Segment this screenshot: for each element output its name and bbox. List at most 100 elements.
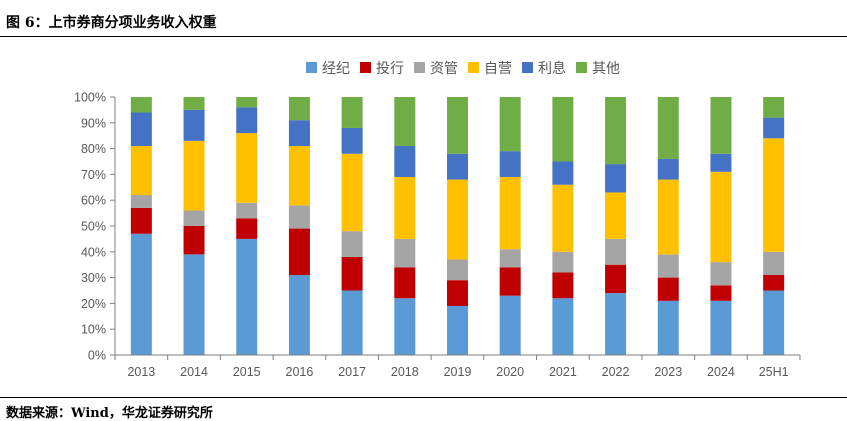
- bar-segment: [499, 97, 521, 152]
- figure-title: 图 6：上市券商分项业务收入权重: [6, 15, 217, 31]
- bar-segment: [288, 120, 310, 147]
- bar-segment: [552, 298, 574, 355]
- bar-segment: [183, 254, 205, 355]
- bar-segment: [447, 259, 468, 281]
- legend-label: 利息: [538, 60, 566, 77]
- y-tick-label: 100%: [74, 91, 106, 105]
- bar-segment: [499, 151, 521, 177]
- x-tick-label: 2023: [654, 365, 682, 379]
- y-tick-label: 50%: [81, 220, 106, 234]
- bar-segment: [130, 97, 152, 113]
- bar-segment: [447, 97, 468, 154]
- y-tick-label: 0%: [88, 349, 106, 363]
- top-rule: [0, 36, 847, 37]
- bar-segment: [447, 305, 468, 355]
- legend-swatch: [468, 62, 479, 73]
- bar-segment: [288, 146, 310, 206]
- bar-segment: [763, 275, 785, 291]
- legend-label: 资管: [430, 61, 458, 77]
- legend-swatch: [360, 62, 371, 73]
- bar-segment: [552, 161, 574, 185]
- bar-segment: [341, 97, 363, 128]
- bar-segment: [763, 117, 785, 139]
- bar-segment: [130, 195, 152, 208]
- x-tick-label: 2022: [602, 365, 630, 379]
- bar-segment: [130, 233, 152, 355]
- bar-segment: [605, 264, 627, 294]
- bar-segment: [710, 300, 732, 355]
- x-tick-label: 25H1: [759, 365, 789, 379]
- bar-segment: [183, 109, 205, 141]
- legend-label: 其他: [592, 61, 620, 77]
- bar-segment: [236, 202, 258, 219]
- bar-segment: [236, 133, 258, 203]
- bar-segment: [394, 267, 416, 299]
- bar-segment: [657, 254, 679, 278]
- bar-segment: [394, 238, 416, 268]
- bar-segment: [657, 277, 679, 301]
- bar-segment: [605, 164, 627, 193]
- bar-segment: [605, 97, 627, 165]
- bar-segment: [236, 238, 258, 355]
- bar-segment: [763, 138, 785, 252]
- bar-segment: [341, 256, 363, 291]
- bar-segment: [288, 97, 310, 121]
- bar-segment: [447, 179, 468, 260]
- source-note: 数据来源：Wind，华龙证券研究所: [6, 406, 213, 421]
- x-tick-label: 2024: [707, 365, 735, 379]
- legend-swatch: [576, 62, 587, 73]
- bar-segment: [499, 295, 521, 355]
- bar-segment: [394, 97, 416, 147]
- bar-segment: [605, 192, 627, 239]
- y-tick-label: 80%: [81, 142, 106, 156]
- x-axis: 2013 2014 2015 2016 2017 2018 2019 2020 2021 2022…: [114, 354, 801, 379]
- stacked-bar-chart: 经纪 投行 资管 自营 利息 其他 0% 10% 20% 30% 40% 50% 60% 70% 80% 9…: [74, 60, 801, 379]
- bar-segment: [657, 300, 679, 355]
- bars: [130, 97, 785, 355]
- bar-segment: [341, 231, 363, 257]
- bar-segment: [710, 153, 732, 172]
- bar-segment: [288, 228, 310, 276]
- bar-segment: [394, 298, 416, 355]
- bar-segment: [710, 171, 732, 263]
- bar-segment: [183, 226, 205, 255]
- bar-segment: [657, 179, 679, 255]
- bar-segment: [183, 97, 205, 110]
- y-tick-label: 90%: [81, 116, 106, 130]
- x-tick-label: 2021: [549, 365, 577, 379]
- bar-segment: [130, 146, 152, 196]
- y-tick-label: 60%: [81, 194, 106, 208]
- legend-label: 经纪: [322, 61, 350, 77]
- bar-segment: [130, 207, 152, 234]
- legend-swatch: [306, 62, 317, 73]
- x-tick-label: 2014: [180, 365, 208, 379]
- bar-segment: [499, 267, 521, 296]
- x-tick-label: 2017: [338, 365, 366, 379]
- bar-segment: [288, 205, 310, 229]
- bar-segment: [183, 140, 205, 211]
- bar-segment: [447, 153, 468, 180]
- bar-segment: [183, 210, 205, 226]
- bar-segment: [657, 158, 679, 180]
- bar-segment: [447, 280, 468, 306]
- bar-segment: [605, 238, 627, 265]
- bar-segment: [710, 262, 732, 286]
- bar-segment: [394, 146, 416, 177]
- bar-segment: [552, 272, 574, 299]
- bar-segment: [236, 97, 258, 108]
- legend-swatch: [414, 62, 425, 73]
- x-tick-label: 2020: [496, 365, 524, 379]
- legend-label: 自营: [484, 61, 512, 77]
- bar-segment: [341, 290, 363, 355]
- bar-segment: [710, 285, 732, 301]
- legend: 经纪 投行 资管 自营 利息 其他: [306, 60, 620, 77]
- x-tick-label: 2019: [444, 365, 472, 379]
- bar-segment: [236, 107, 258, 134]
- bar-segment: [763, 290, 785, 355]
- legend-swatch: [522, 62, 533, 73]
- bar-segment: [236, 218, 258, 239]
- bar-segment: [605, 293, 627, 355]
- x-tick-label: 2013: [127, 365, 155, 379]
- x-tick-label: 2018: [391, 365, 419, 379]
- bar-segment: [552, 184, 574, 252]
